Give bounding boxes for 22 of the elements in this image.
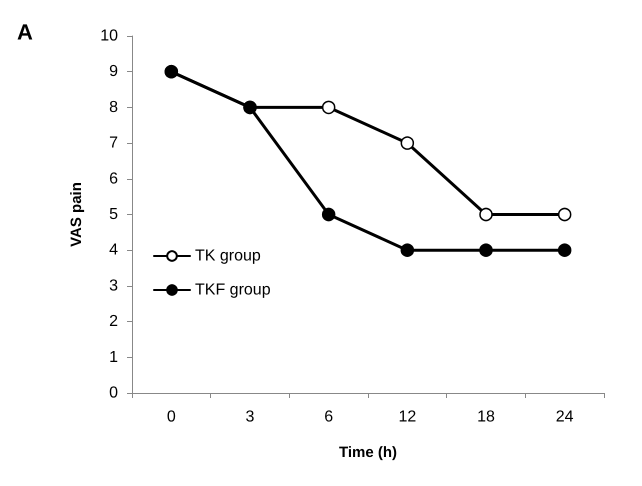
y-tick-label: 6 — [109, 170, 118, 188]
y-tick-label: 4 — [109, 242, 118, 259]
legend-label: TK group — [195, 248, 261, 264]
x-tick-label: 0 — [166, 408, 176, 426]
x-tick-label: 18 — [477, 408, 495, 426]
x-tick-label: 24 — [556, 408, 574, 426]
legend-label: TKF group — [195, 282, 271, 298]
y-tick-label: 10 — [100, 28, 118, 44]
y-tick-label: 0 — [109, 384, 118, 402]
y-tick-label: 3 — [109, 277, 118, 294]
y-tick-label: 1 — [109, 348, 118, 366]
y-tick-label: 9 — [109, 63, 118, 80]
y-tick-label: 5 — [109, 206, 118, 223]
chart-title: A — [17, 20, 33, 44]
y-axis-title: VAS pain — [68, 182, 85, 247]
x-axis-title: Time (h) — [338, 444, 398, 461]
y-tick-label: 2 — [109, 313, 118, 330]
x-tick-label: 12 — [398, 408, 416, 426]
y-tick-label: 8 — [109, 98, 118, 116]
x-tick-label: 3 — [246, 408, 255, 426]
x-tick-label: 6 — [324, 408, 334, 426]
y-tick-label: 7 — [109, 134, 118, 152]
